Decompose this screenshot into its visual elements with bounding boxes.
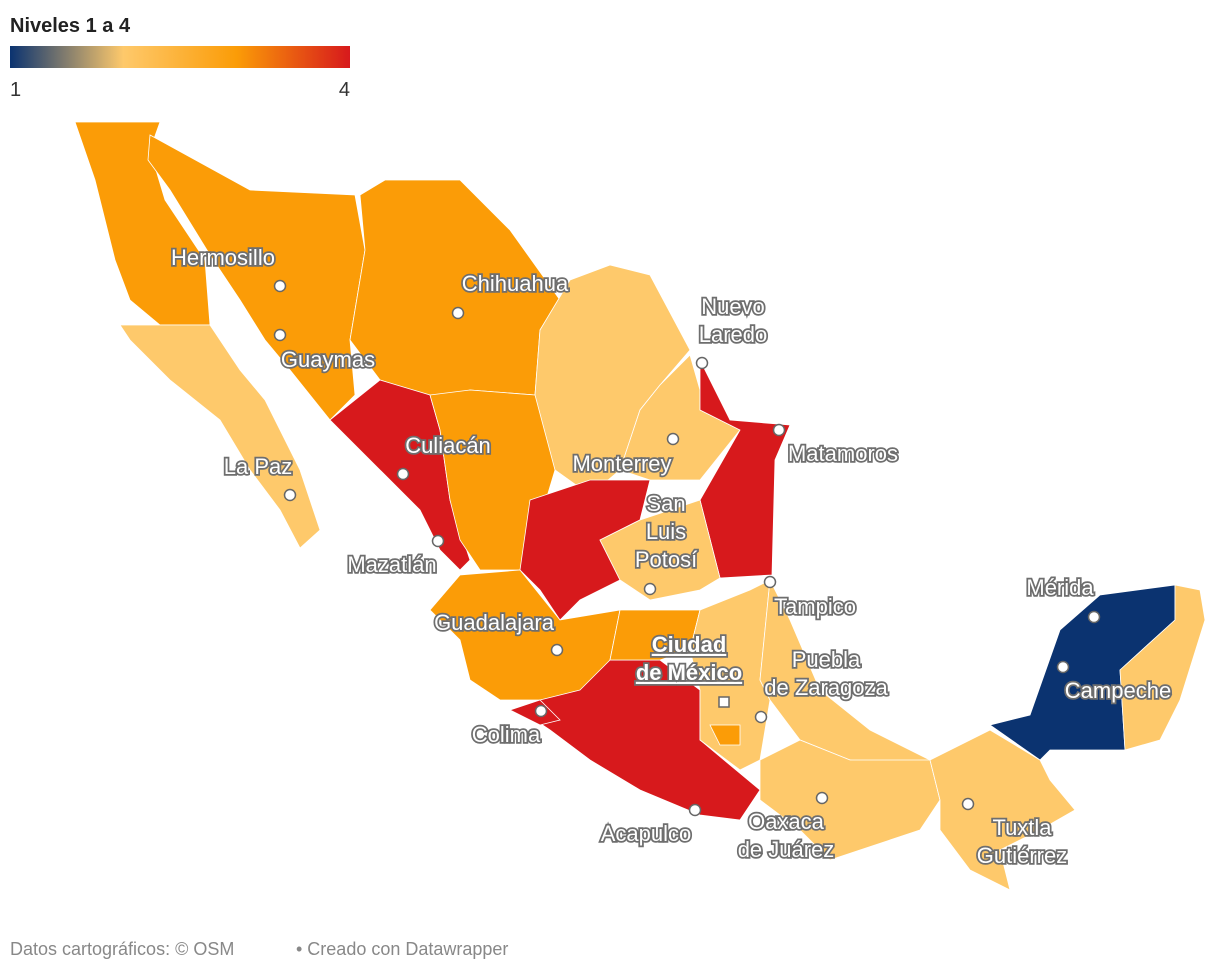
city-label: Mazatlán (347, 552, 436, 577)
region (599, 499, 721, 601)
region (759, 739, 941, 861)
city-label: Matamoros (788, 441, 898, 466)
legend-bar (10, 46, 350, 68)
city-label: Nuevo (701, 294, 765, 319)
city-label: Chihuahua (462, 271, 569, 296)
city-label: Tuxtla (992, 815, 1052, 840)
city-dot (550, 643, 564, 657)
city-dot (1087, 610, 1101, 624)
city-label: Acapulco (601, 821, 692, 846)
city-label: Tampico (774, 594, 856, 619)
city-dot (754, 710, 768, 724)
city-dot (688, 803, 702, 817)
city-label: Gutiérrez (977, 843, 1067, 868)
region (929, 729, 1076, 891)
city-dot (961, 797, 975, 811)
city-label: Laredo (699, 322, 768, 347)
city-labels: Hermosillo Chihuahua Nuevo Laredo Guaymas Cul… (169, 243, 1173, 870)
map (74, 121, 1206, 891)
city-dot (534, 704, 548, 718)
city-dot (451, 306, 465, 320)
city-label: Guadalajara (434, 610, 555, 635)
region (147, 134, 366, 421)
city-dot (763, 575, 777, 589)
city-label: de Zaragoza (764, 675, 888, 700)
city-label: Luis (646, 519, 686, 544)
city-label: Colima (472, 722, 541, 747)
city-label: Culiacán (405, 433, 491, 458)
city-dot (273, 328, 287, 342)
city-label: de Juárez (738, 837, 835, 862)
city-dot (1056, 660, 1070, 674)
city-label: Ciudad (652, 632, 727, 657)
region (709, 724, 741, 746)
city-label: Mérida (1026, 575, 1094, 600)
legend-max: 4 (339, 79, 350, 101)
region (699, 359, 791, 579)
capital-marker (718, 696, 730, 708)
legend-title: Niveles 1 a 4 (10, 15, 131, 37)
city-label: Campeche (1065, 678, 1171, 703)
city-label: Hermosillo (171, 245, 275, 270)
city-label: Potosí (635, 547, 697, 572)
city-label: San (646, 491, 685, 516)
city-dot (283, 488, 297, 502)
city-label: Guaymas (281, 347, 375, 372)
city-dot (431, 534, 445, 548)
city-label: de México (636, 660, 742, 685)
city-dot (695, 356, 709, 370)
city-dot (815, 791, 829, 805)
legend-min: 1 (10, 79, 21, 101)
city-label: Monterrey (572, 451, 671, 476)
city-label: La Paz (224, 454, 293, 479)
city-dot (666, 432, 680, 446)
city-label: Puebla (792, 647, 861, 672)
region (609, 609, 701, 661)
region (1119, 584, 1206, 751)
city-dot (772, 423, 786, 437)
footer-source: Datos cartográficos: © OSM (10, 939, 234, 959)
region (74, 121, 211, 326)
region (119, 324, 321, 549)
city-dot (273, 279, 287, 293)
city-label: Oaxaca (748, 809, 825, 834)
footer-credit: • Creado con Datawrapper (296, 939, 508, 959)
city-dot (643, 582, 657, 596)
city-dot (396, 467, 410, 481)
